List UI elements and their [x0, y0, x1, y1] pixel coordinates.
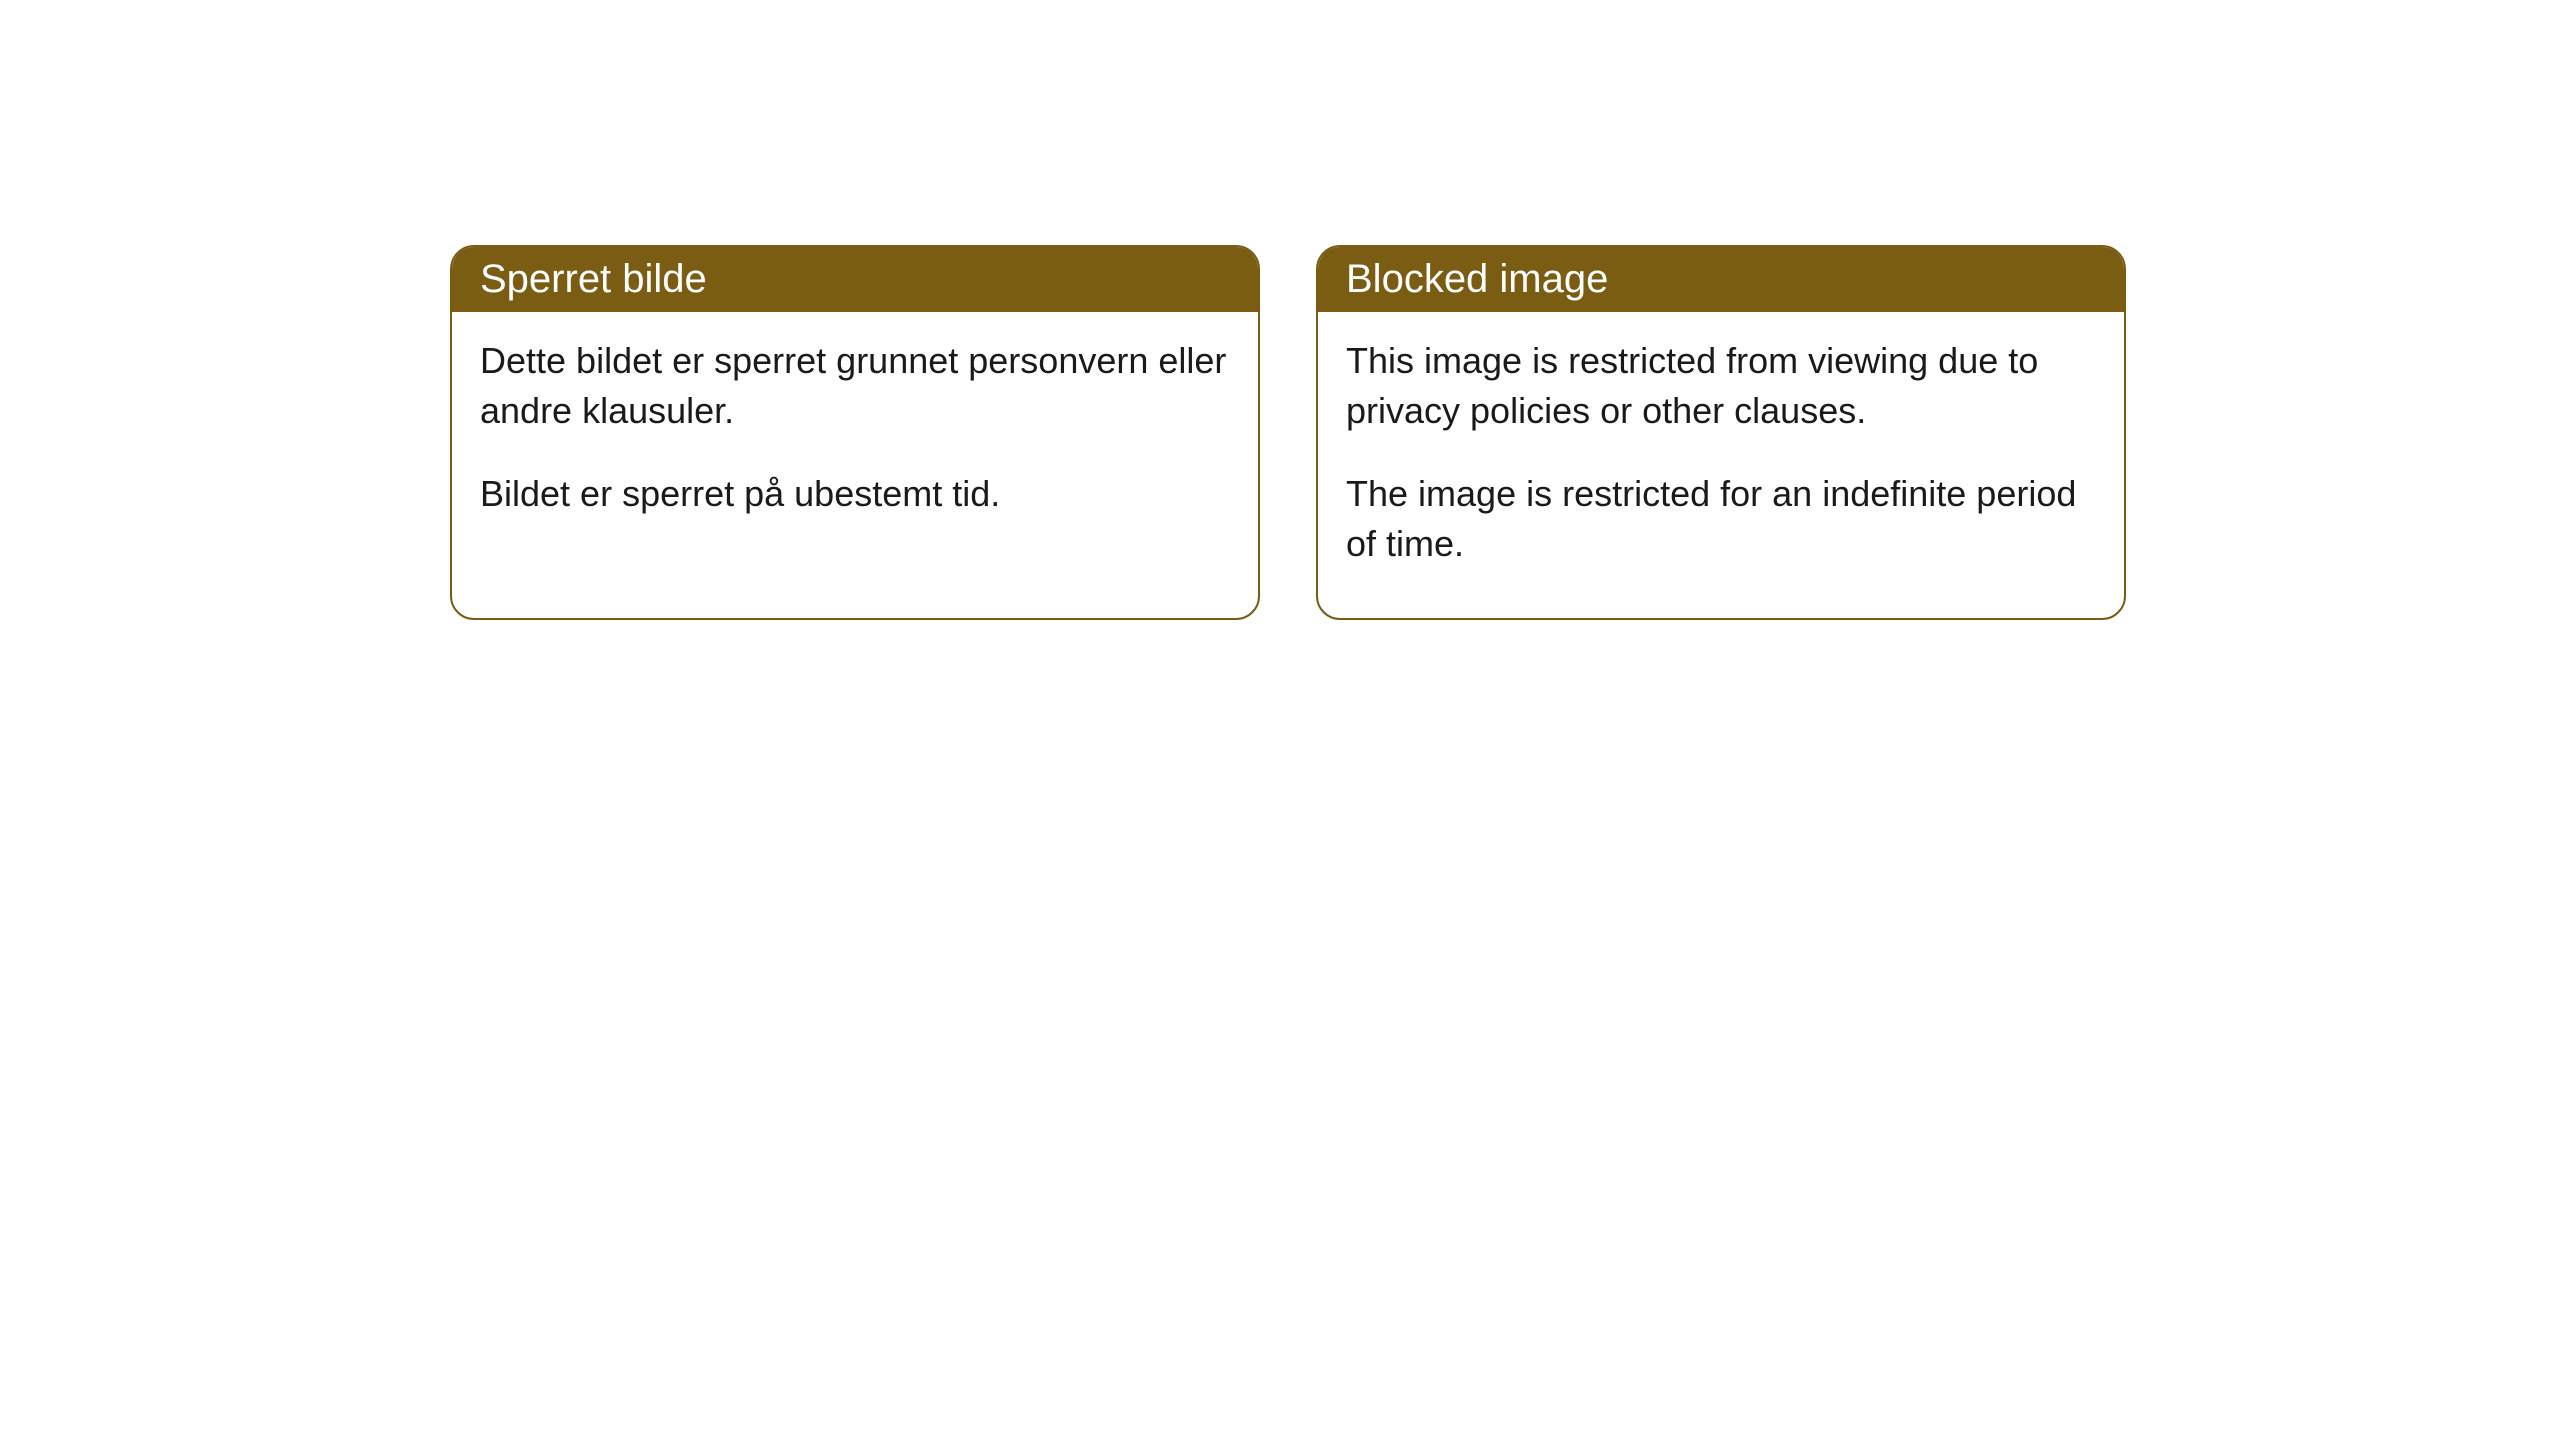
- card-header-no: Sperret bilde: [452, 247, 1258, 312]
- card-paragraph-2-en: The image is restricted for an indefinit…: [1346, 469, 2096, 570]
- blocked-image-card-no: Sperret bilde Dette bildet er sperret gr…: [450, 245, 1260, 620]
- blocked-image-card-en: Blocked image This image is restricted f…: [1316, 245, 2126, 620]
- card-paragraph-1-en: This image is restricted from viewing du…: [1346, 336, 2096, 437]
- card-paragraph-1-no: Dette bildet er sperret grunnet personve…: [480, 336, 1230, 437]
- card-header-en: Blocked image: [1318, 247, 2124, 312]
- card-body-no: Dette bildet er sperret grunnet personve…: [452, 312, 1258, 567]
- card-paragraph-2-no: Bildet er sperret på ubestemt tid.: [480, 469, 1230, 519]
- cards-container: Sperret bilde Dette bildet er sperret gr…: [0, 0, 2560, 620]
- card-body-en: This image is restricted from viewing du…: [1318, 312, 2124, 618]
